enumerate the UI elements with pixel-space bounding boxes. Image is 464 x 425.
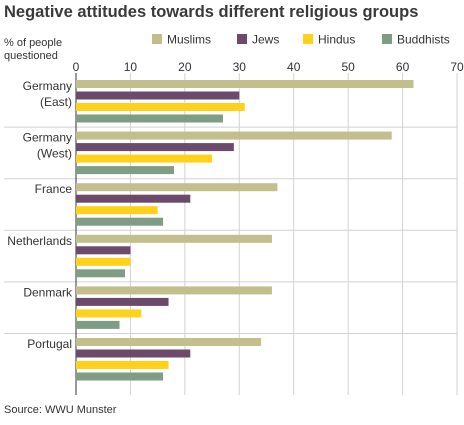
source-note: Source: WWU Munster <box>4 404 117 416</box>
legend-swatch-muslims <box>152 34 162 44</box>
bar-denmark-jews <box>76 297 169 306</box>
category-label-germany-west-line-1: Germany <box>23 131 72 145</box>
tick-label-0: 0 <box>73 60 80 74</box>
category-label-france: France <box>35 182 73 196</box>
tick-label-50: 50 <box>341 60 355 74</box>
bar-portugal-muslims <box>76 338 262 346</box>
bar-germany-east-jews <box>76 91 240 100</box>
tick-label-40: 40 <box>287 60 301 74</box>
bar-germany-west-buddhists <box>76 166 174 175</box>
bar-germany-west-muslims <box>76 131 392 140</box>
bar-portugal-jews <box>76 349 191 358</box>
legend-label-jews: Jews <box>252 33 279 47</box>
bar-netherlands-jews <box>76 246 131 255</box>
bar-germany-west-jews <box>76 143 234 152</box>
bar-netherlands-hindus <box>76 257 131 266</box>
tick-label-20: 20 <box>178 60 192 74</box>
bar-france-hindus <box>76 206 158 215</box>
bar-denmark-muslims <box>76 286 272 295</box>
tick-label-30: 30 <box>233 60 247 74</box>
bar-germany-east-muslims <box>76 80 414 88</box>
category-labels: Germany (East) Germany (West) France Netherla… <box>7 79 73 351</box>
category-label-portugal: Portugal <box>27 337 72 351</box>
legend-label-muslims: Muslims <box>167 33 211 47</box>
bar-france-jews <box>76 194 191 203</box>
category-label-germany-east-line-1: Germany <box>23 79 72 93</box>
legend-swatch-jews <box>237 34 247 44</box>
bar-netherlands-muslims <box>76 234 272 243</box>
bar-germany-east-hindus <box>76 103 245 111</box>
bar-portugal-buddhists <box>76 372 164 381</box>
bar-portugal-hindus <box>76 361 169 369</box>
category-label-denmark: Denmark <box>23 285 73 299</box>
bar-denmark-hindus <box>76 309 142 318</box>
axis-title-line-1: % of people <box>4 37 62 49</box>
legend: Muslims Jews Hindus Buddhists <box>152 33 450 47</box>
legend-swatch-hindus <box>303 34 313 44</box>
legend-swatch-buddhists <box>382 34 392 44</box>
bar-germany-east-buddhists <box>76 114 223 123</box>
bar-netherlands-buddhists <box>76 269 125 278</box>
bars <box>76 80 414 381</box>
bar-france-buddhists <box>76 217 164 226</box>
bar-germany-west-hindus <box>76 154 213 163</box>
axis-title-line-2: questioned <box>4 50 58 62</box>
tick-label-60: 60 <box>396 60 410 74</box>
category-label-germany-east-line-2: (East) <box>40 95 72 109</box>
category-label-germany-west-line-2: (West) <box>37 147 72 161</box>
legend-label-buddhists: Buddhists <box>397 33 450 47</box>
legend-label-hindus: Hindus <box>318 33 355 47</box>
chart-title: Negative attitudes towards different rel… <box>4 3 419 21</box>
tick-label-10: 10 <box>124 60 138 74</box>
bar-france-muslims <box>76 183 278 192</box>
tick-label-70: 70 <box>450 60 464 74</box>
category-label-netherlands: Netherlands <box>7 234 72 248</box>
bar-denmark-buddhists <box>76 320 120 329</box>
x-tick-labels: 0 10 20 30 40 50 60 70 <box>73 60 464 74</box>
